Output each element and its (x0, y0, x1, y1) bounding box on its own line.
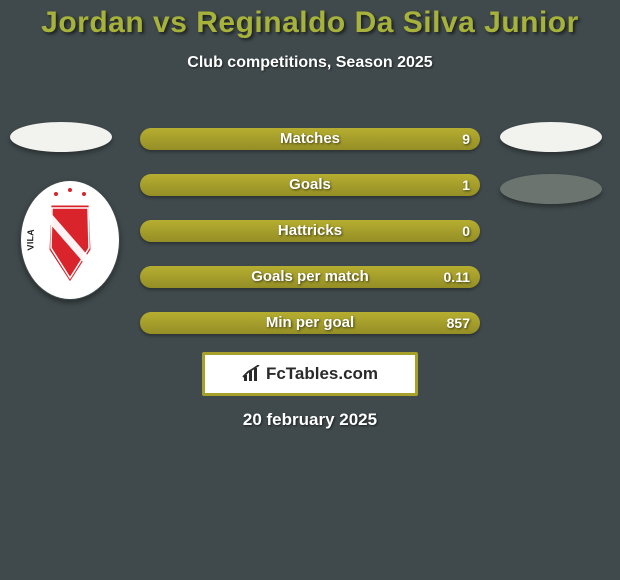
player-right-avatar-2 (500, 174, 602, 204)
stat-label: Min per goal (140, 312, 480, 334)
stat-row: Min per goal857 (140, 312, 480, 334)
page-title: Jordan vs Reginaldo Da Silva Junior (0, 6, 620, 40)
date-label: 20 february 2025 (0, 410, 620, 430)
stats-panel: Matches9Goals1Hattricks0Goals per match0… (140, 128, 480, 358)
stat-value-right: 0 (462, 220, 470, 242)
stat-row: Goals1 (140, 174, 480, 196)
stat-label: Goals per match (140, 266, 480, 288)
stat-row: Goals per match0.11 (140, 266, 480, 288)
stat-label: Goals (140, 174, 480, 196)
stat-value-right: 1 (462, 174, 470, 196)
stat-label: Hattricks (140, 220, 480, 242)
attribution-box[interactable]: FcTables.com (202, 352, 418, 396)
player-left-avatar (10, 122, 112, 152)
stat-label: Matches (140, 128, 480, 150)
subtitle: Club competitions, Season 2025 (0, 54, 620, 72)
infographic-root: Jordan vs Reginaldo Da Silva Junior Club… (0, 0, 620, 580)
crest-svg: VILA NOVA F.C. (20, 180, 120, 300)
stat-row: Hattricks0 (140, 220, 480, 242)
club-crest: VILA NOVA F.C. (20, 180, 120, 300)
player-right-avatar-1 (500, 122, 602, 152)
attribution-text: FcTables.com (266, 364, 378, 384)
barchart-icon (242, 365, 262, 383)
stat-row: Matches9 (140, 128, 480, 150)
stat-value-right: 0.11 (444, 266, 470, 288)
stat-value-right: 857 (447, 312, 470, 334)
stat-value-right: 9 (462, 128, 470, 150)
